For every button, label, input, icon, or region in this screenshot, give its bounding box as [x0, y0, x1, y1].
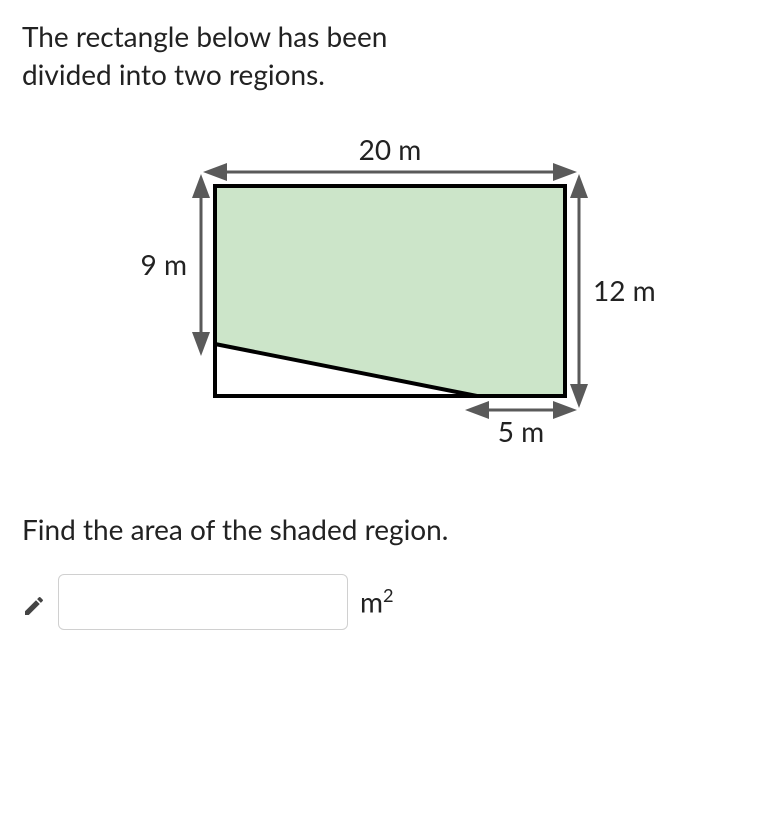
svg-text:9 m: 9 m — [140, 247, 186, 281]
unit-base: m — [360, 585, 383, 619]
prompt-line-1: The rectangle below has been — [22, 19, 387, 53]
svg-text:20 m: 20 m — [358, 132, 421, 166]
prompt-line-2: divided into two regions. — [22, 57, 325, 91]
prompt-text: The rectangle below has been divided int… — [22, 18, 747, 94]
question-text: Find the area of the shaded region. — [22, 512, 747, 546]
svg-text:12 m: 12 m — [593, 273, 656, 307]
diagram: 20 m 9 m 12 m 5 m — [75, 126, 695, 472]
answer-row: m2 — [22, 574, 747, 630]
diagram-svg: 20 m 9 m 12 m 5 m — [75, 126, 695, 466]
question-label: Find the area of the shaded region. — [22, 512, 448, 546]
unit-label: m2 — [360, 584, 394, 618]
pencil-icon — [22, 590, 46, 614]
answer-input[interactable] — [58, 574, 348, 630]
svg-text:5 m: 5 m — [497, 414, 543, 448]
unit-exp: 2 — [383, 584, 394, 606]
